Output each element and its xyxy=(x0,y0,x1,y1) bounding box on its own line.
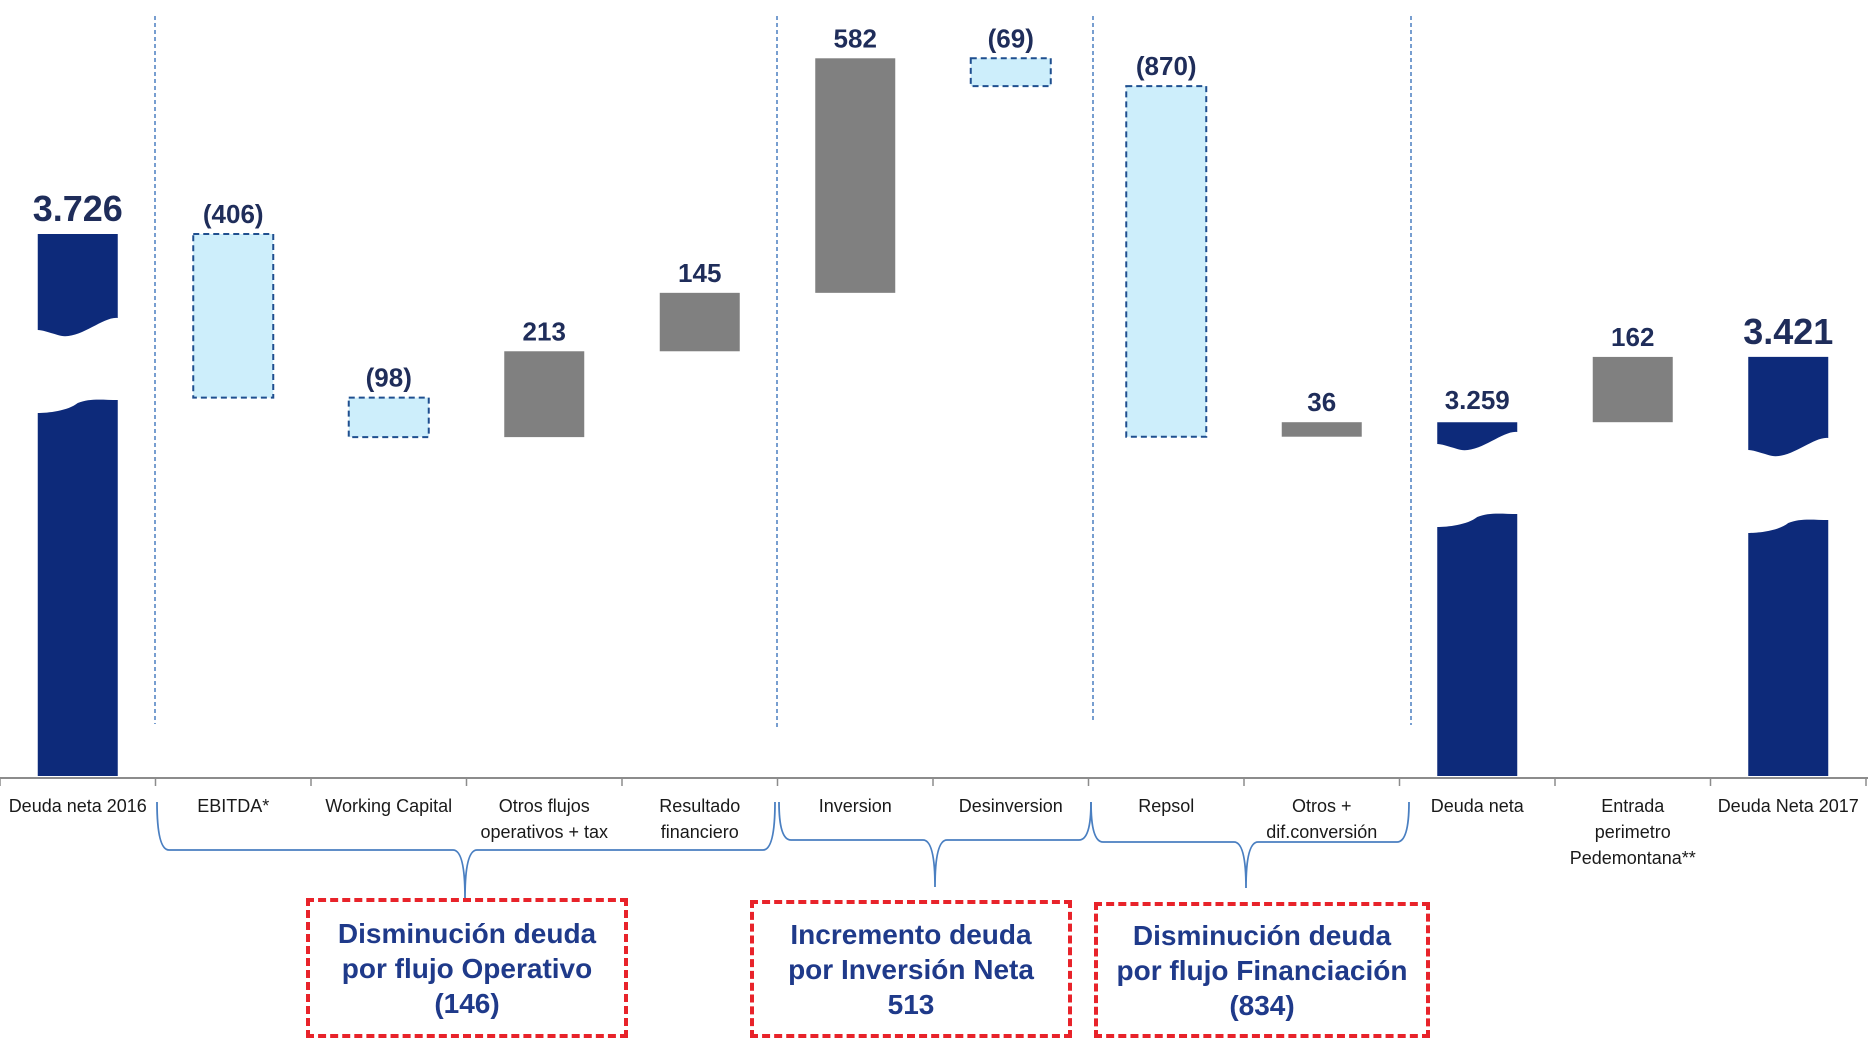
category-label: Otros + xyxy=(1292,796,1352,816)
category-label: Inversion xyxy=(819,796,892,816)
category-label: Working Capital xyxy=(325,796,452,816)
increase-bar xyxy=(1281,422,1362,437)
summary-line2: por flujo Operativo xyxy=(341,952,593,984)
decrease-bar xyxy=(347,396,430,439)
value-label: 3.726 xyxy=(33,188,123,229)
category-label: financiero xyxy=(661,822,739,842)
total-bar-upper xyxy=(1437,422,1518,451)
category-label: Deuda Neta 2017 xyxy=(1718,796,1859,816)
group-brace xyxy=(1090,801,1410,889)
category-label: Deuda neta xyxy=(1431,796,1525,816)
value-label: 145 xyxy=(678,258,721,288)
summary-value: 513 xyxy=(887,988,935,1020)
total-bar-lower xyxy=(1748,519,1829,776)
group-braces xyxy=(156,801,1410,899)
value-label: (69) xyxy=(988,23,1034,53)
value-label: 582 xyxy=(834,23,877,53)
total-bar-upper xyxy=(37,234,118,337)
decrease-bar xyxy=(969,57,1052,88)
increase-bar xyxy=(1592,356,1673,423)
bars-layer xyxy=(37,57,1829,776)
summary-value: (834) xyxy=(1229,989,1295,1021)
value-labels-layer: 3.726 (406) (98) 213 145 582 (69) (870) 36 3.259 1… xyxy=(33,23,1834,417)
category-label: perimetro xyxy=(1595,822,1671,842)
summary-line1: Disminución deuda xyxy=(337,917,597,949)
group-brace xyxy=(156,801,776,899)
summary-line1: Incremento deuda xyxy=(790,918,1032,950)
x-axis-ticks xyxy=(0,778,1867,786)
group-dividers xyxy=(154,16,1412,727)
value-label: 3.259 xyxy=(1445,385,1510,415)
summary-box-inversion: Incremento deuda por Inversión Neta 513 xyxy=(750,900,1072,1038)
category-label: Repsol xyxy=(1138,796,1194,816)
category-label: Deuda neta 2016 xyxy=(9,796,147,816)
summary-box-financiacion: Disminución deuda por flujo Financiación… xyxy=(1094,902,1430,1038)
summary-line2: por Inversión Neta xyxy=(788,953,1034,985)
summary-box-operativo: Disminución deuda por flujo Operativo (1… xyxy=(306,898,628,1038)
value-label: (406) xyxy=(203,199,264,229)
total-bar-lower xyxy=(1437,513,1518,776)
value-label: 36 xyxy=(1307,387,1336,417)
category-label: Resultado xyxy=(659,796,740,816)
increase-bar xyxy=(815,58,896,293)
category-label: Otros flujos xyxy=(499,796,590,816)
category-labels-layer: Deuda neta 2016 EBITDA* Working Capital Otr… xyxy=(9,796,1859,868)
category-label: EBITDA* xyxy=(197,796,269,816)
value-label: 3.421 xyxy=(1743,311,1833,352)
decrease-bar xyxy=(1125,85,1208,438)
category-label: dif.conversión xyxy=(1266,822,1377,842)
total-bar-lower xyxy=(37,399,118,776)
value-label: 162 xyxy=(1611,322,1654,352)
category-label: operativos + tax xyxy=(480,822,608,842)
value-label: 213 xyxy=(523,316,566,346)
group-brace xyxy=(778,801,1092,888)
total-bar-upper xyxy=(1748,356,1829,457)
category-label: Pedemontana** xyxy=(1570,848,1696,868)
category-label: Entrada xyxy=(1601,796,1665,816)
value-label: (870) xyxy=(1136,51,1197,81)
summary-value: (146) xyxy=(434,987,500,1019)
increase-bar xyxy=(504,351,585,438)
value-label: (98) xyxy=(366,363,412,393)
increase-bar xyxy=(659,292,740,352)
decrease-bar xyxy=(192,233,275,399)
summary-line2: por flujo Financiación xyxy=(1116,954,1408,986)
category-label: Desinversion xyxy=(959,796,1063,816)
summary-line1: Disminución deuda xyxy=(1132,919,1392,951)
